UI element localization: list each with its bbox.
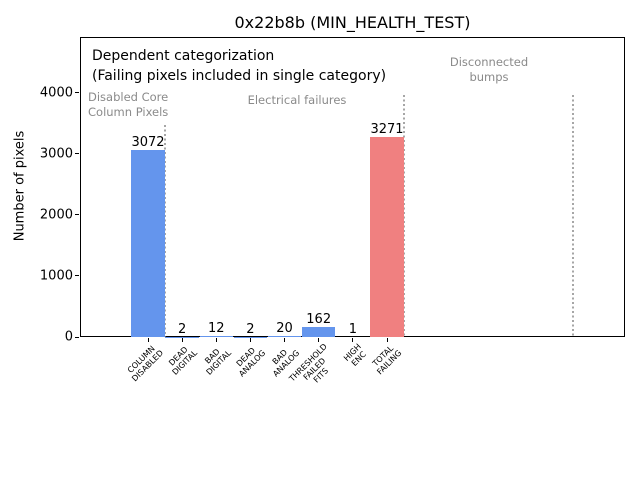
bar-value-label: 2 <box>178 321 187 337</box>
y-tick-mark <box>75 153 79 155</box>
y-tick-mark <box>75 214 79 216</box>
bar-value-label: 3271 <box>370 122 404 138</box>
group-separator-line <box>572 95 574 337</box>
x-tick-mark <box>249 338 251 342</box>
x-tick-mark <box>215 338 217 342</box>
x-tick-mark <box>352 338 354 342</box>
x-tick-mark <box>284 338 286 342</box>
bar-value-label: 12 <box>208 321 225 337</box>
chart-title: 0x22b8b (MIN_HEALTH_TEST) <box>234 13 471 32</box>
y-tick-mark <box>75 92 79 94</box>
x-tick-label: COLUMN DISABLED <box>125 344 165 384</box>
bar-value-label: 3072 <box>131 134 165 150</box>
y-tick-label: 2000 <box>39 207 73 223</box>
x-tick-mark <box>181 338 183 342</box>
bar-value-label: 1 <box>348 321 357 337</box>
group-separator-line <box>164 125 166 337</box>
y-tick-label: 4000 <box>39 85 73 101</box>
x-tick-label: DEAD ANALOG <box>234 345 268 379</box>
y-tick-label: 3000 <box>39 146 73 162</box>
bar <box>267 335 302 337</box>
bar-value-label: 2 <box>246 321 255 337</box>
bar <box>301 327 336 337</box>
y-tick-mark <box>75 336 79 338</box>
chart-annotation: (Failing pixels included in single categ… <box>92 68 387 84</box>
bar <box>131 149 165 337</box>
group-separator-line <box>403 95 405 337</box>
chart-annotation: Disconnected bumps <box>449 55 529 84</box>
x-tick-label: DEAD DIGITAL <box>167 344 199 377</box>
x-tick-label: TOTAL FAILING <box>371 343 404 377</box>
x-tick-mark <box>147 338 149 342</box>
chart-annotation: Electrical failures <box>247 93 347 107</box>
bar <box>199 336 234 337</box>
chart-annotation: Disabled Core Column Pixels <box>88 90 169 119</box>
bar <box>370 137 404 337</box>
bar-value-label: 162 <box>306 312 332 328</box>
x-tick-mark <box>386 338 388 342</box>
x-tick-label: HIGH ENC <box>342 342 369 368</box>
x-tick-label: BAD DIGITAL <box>203 347 234 377</box>
y-tick-label: 0 <box>64 329 73 345</box>
y-tick-label: 1000 <box>39 268 73 284</box>
x-tick-mark <box>318 338 320 342</box>
y-tick-mark <box>75 275 79 277</box>
plot-area <box>80 37 625 337</box>
chart-annotation: Dependent categorization <box>92 48 275 64</box>
bar-value-label: 20 <box>276 320 293 336</box>
